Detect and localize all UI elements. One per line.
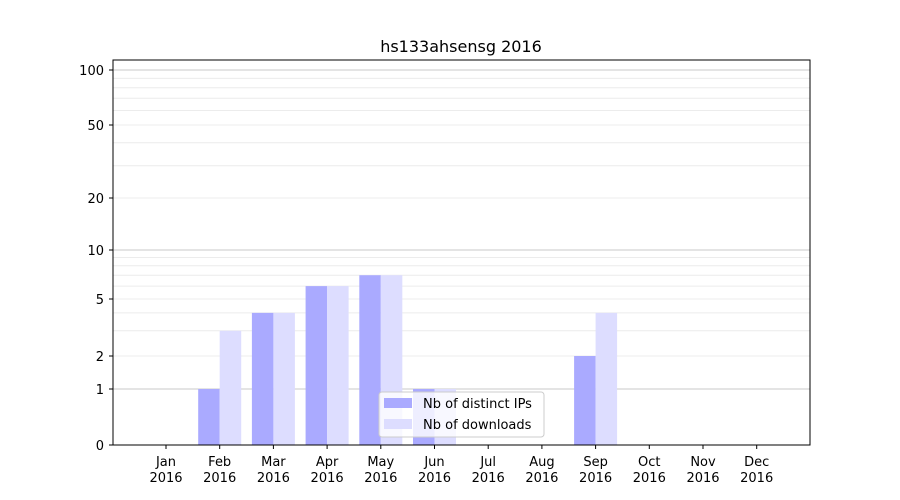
x-tick-label: Mar 2016 (257, 455, 290, 486)
plot-frame (112, 59, 811, 446)
y-tick-label: 2 (96, 350, 104, 365)
bar-distinct-ips (574, 356, 596, 445)
x-tick-label: Jan 2016 (149, 455, 182, 486)
x-tick-label: Apr 2016 (311, 455, 344, 486)
y-tick-label: 5 (96, 293, 104, 308)
x-tick-label: May 2016 (364, 455, 397, 486)
x-tick-label: Feb 2016 (203, 455, 236, 486)
chart-title: hs133ahsensg 2016 (380, 37, 542, 56)
legend-label: Nb of distinct IPs (423, 397, 532, 412)
x-tick-label: Sep 2016 (579, 455, 612, 486)
legend-label: Nb of downloads (423, 418, 532, 433)
legend-swatch (384, 419, 412, 429)
x-tick-label: Jul 2016 (472, 455, 505, 486)
y-tick-label: 0 (96, 439, 104, 454)
bar-distinct-ips (359, 275, 381, 445)
bar-downloads (595, 312, 618, 445)
bar-distinct-ips (198, 389, 220, 445)
y-tick-label: 20 (87, 192, 104, 207)
legend: Nb of distinct IPs Nb of downloads (378, 391, 545, 438)
bar-distinct-ips (305, 286, 328, 445)
bar-downloads (327, 286, 349, 445)
x-tick-label: Aug 2016 (525, 455, 558, 486)
x-tick-label: Jun 2016 (418, 455, 451, 486)
x-tick-label: Oct 2016 (633, 455, 666, 486)
y-tick-label: 10 (87, 244, 104, 259)
y-tick-label: 100 (79, 64, 104, 79)
legend-swatch (384, 398, 412, 408)
y-tick-label: 1 (96, 383, 104, 398)
x-tick-label: Nov 2016 (686, 455, 719, 486)
x-tick-label: Dec 2016 (740, 455, 773, 486)
bar-distinct-ips (251, 312, 274, 445)
bar-downloads (219, 330, 242, 445)
legend-box (378, 391, 545, 438)
y-tick-label: 50 (87, 119, 104, 134)
bar-downloads (273, 312, 295, 445)
